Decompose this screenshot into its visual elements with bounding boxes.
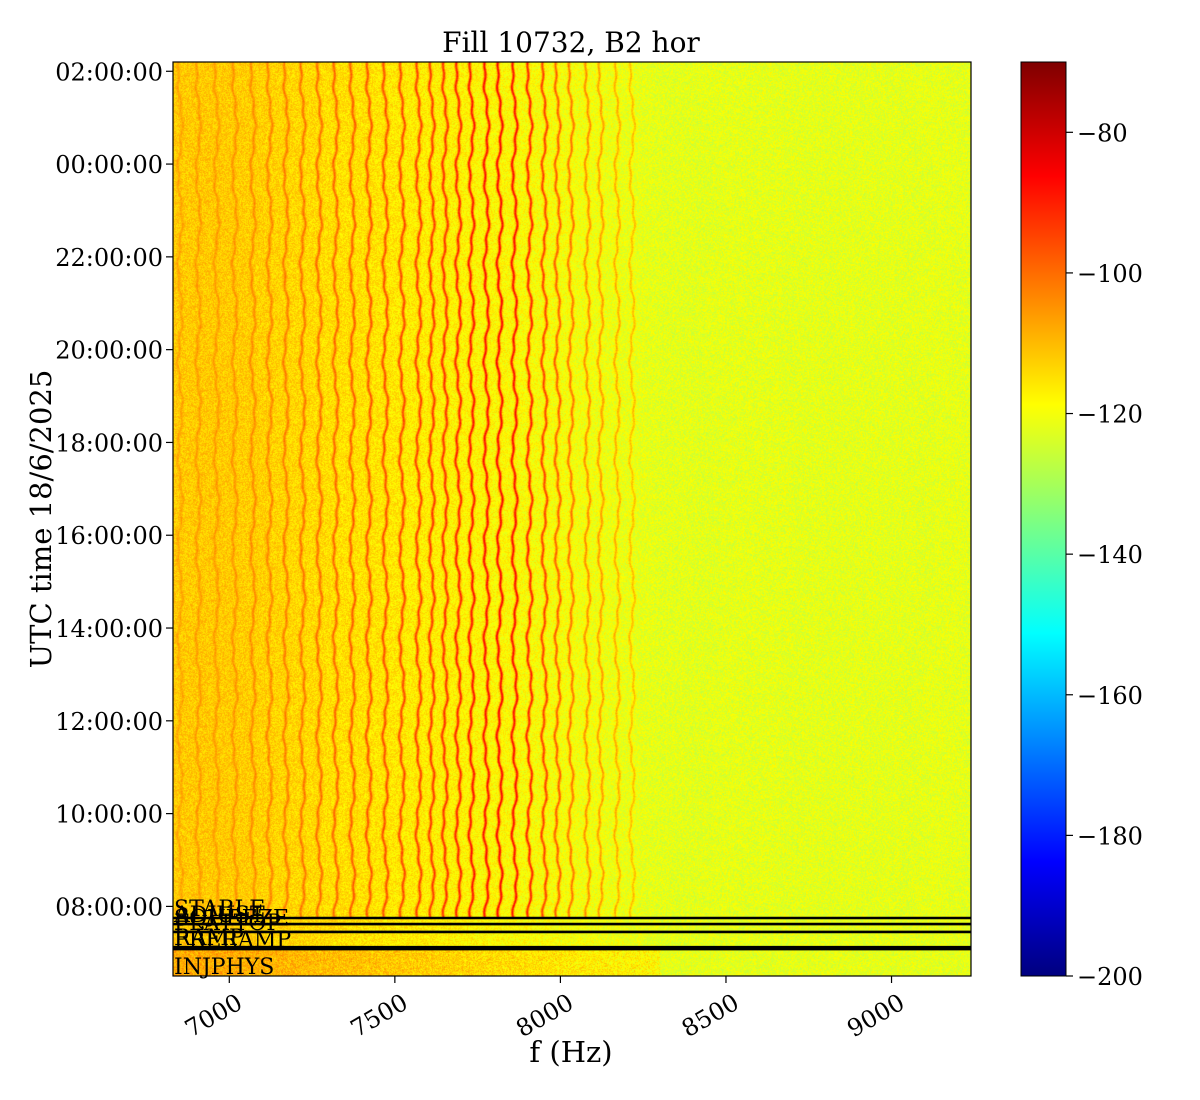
colorbar-tick-label: −80 <box>1077 119 1128 147</box>
x-tick-label: 7000 <box>180 988 247 1043</box>
beam-mode-label: RAMP <box>174 926 244 951</box>
y-tick-label: 14:00:00 <box>55 615 163 643</box>
y-tick-label: 16:00:00 <box>55 522 163 550</box>
colorbar-tick-label: −160 <box>1077 682 1143 710</box>
plot-frame <box>172 61 972 977</box>
y-tick-label: 18:00:00 <box>55 429 163 457</box>
y-tick-label: 02:00:00 <box>55 58 163 86</box>
beam-mode-label: PRERAMP <box>174 928 291 953</box>
y-axis-label: UTC time 18/6/2025 <box>24 370 58 669</box>
colorbar: −80 −100 −120 −140 −160 −180 −200 <box>1020 61 1143 991</box>
colorbar-tick-label: −200 <box>1077 963 1143 991</box>
chart-title: Fill 10732, B2 hor <box>442 26 700 59</box>
beam-mode-label: FLATTOP <box>174 911 281 936</box>
y-tick-label: 22:00:00 <box>55 244 163 272</box>
beam-mode-lines <box>173 916 971 951</box>
plot-area: STABLEADJUSTSQUEEZEFLATTOPRAMPPRERAMPINJ… <box>172 61 972 980</box>
beam-mode-label: STABLE <box>174 897 265 922</box>
y-tick-label: 10:00:00 <box>55 801 163 829</box>
x-tick-label: 7500 <box>346 988 413 1043</box>
x-axis: 7000 7500 8000 8500 9000 <box>180 976 909 1043</box>
y-tick-label: 12:00:00 <box>55 708 163 736</box>
y-tick-label: 08:00:00 <box>55 893 163 921</box>
x-tick-label: 9000 <box>842 988 909 1043</box>
colorbar-tick-label: −180 <box>1077 822 1143 850</box>
colorbar-tick-label: −140 <box>1077 541 1143 569</box>
y-tick-label: 00:00:00 <box>55 151 163 179</box>
x-tick-label: 8500 <box>677 988 744 1043</box>
x-axis-label: f (Hz) <box>529 1035 612 1069</box>
y-tick-label: 20:00:00 <box>55 337 163 365</box>
beam-mode-label: ADJUST <box>173 903 265 928</box>
colorbar-tick-label: −100 <box>1077 260 1143 288</box>
colorbar-tick-label: −120 <box>1077 401 1143 429</box>
beam-mode-labels: STABLEADJUSTSQUEEZEFLATTOPRAMPPRERAMPINJ… <box>173 897 291 980</box>
beam-mode-label: SQUEEZE <box>174 906 289 931</box>
heatmap-raster <box>173 62 971 976</box>
colorbar-ticks: −80 −100 −120 −140 −160 −180 −200 <box>1066 119 1143 991</box>
y-axis: 08:00:00 10:00:00 12:00:00 14:00:00 16:00:00… <box>55 58 173 921</box>
colorbar-gradient <box>1020 61 1067 977</box>
